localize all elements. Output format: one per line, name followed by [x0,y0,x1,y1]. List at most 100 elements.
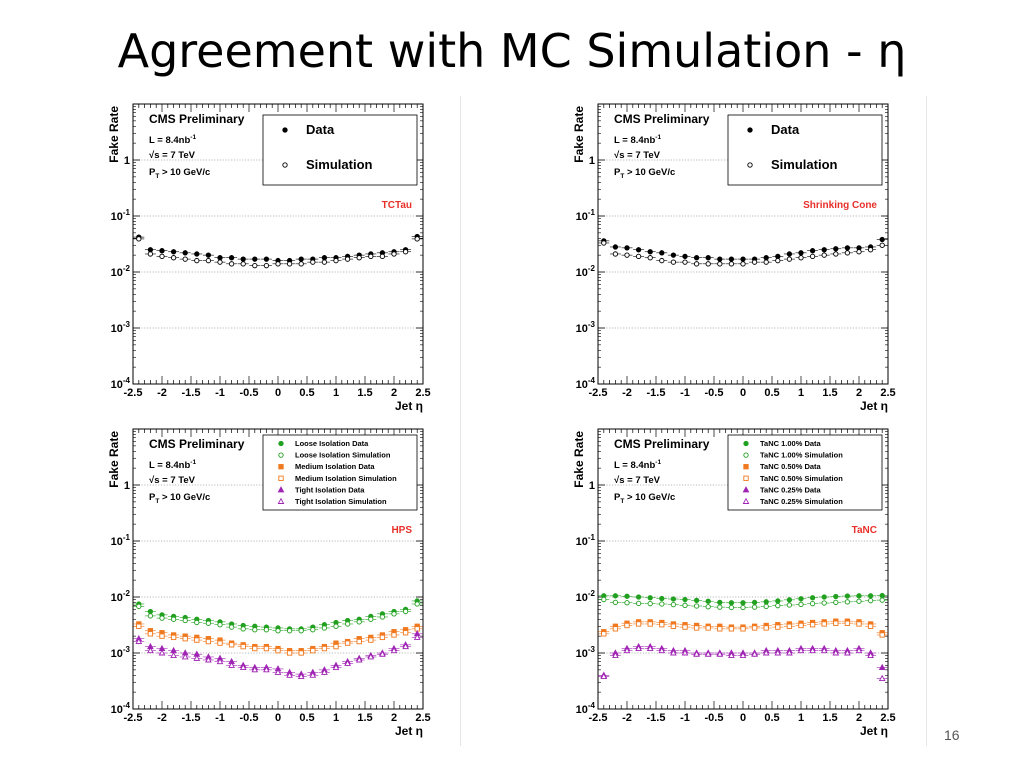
data-point [786,256,793,262]
y-tick-label: 10-2 [576,264,596,279]
data-point [263,666,270,673]
data-point [844,599,851,605]
data-point [217,640,223,646]
legend-label: Loose Isolation Data [295,439,369,448]
data-point [821,600,827,606]
data-point [647,255,653,261]
data-point [228,624,235,630]
data-point [136,623,142,629]
x-tick-label: 1 [798,387,804,399]
x-tick-label: -2.5 [124,712,143,724]
data-point [809,646,816,654]
pt-cut-label: PT > 10 GeV/c [614,167,675,180]
legend-box [262,434,418,511]
data-point [659,257,665,264]
data-point [844,250,851,256]
algorithm-label: HPS [391,525,412,536]
x-tick-label: 0 [275,387,281,399]
data-point [728,604,735,611]
series-tanc-0-50-simulation [598,620,888,638]
chart-tanc: 10-4 10-3 10-2 10-1 1 -2.5 -2 -1.5 -1 -0.5 0 0.5 1 1.… [572,428,896,738]
x-tick-label: -2 [157,387,167,399]
data-point [136,603,142,610]
data-point [147,608,154,615]
y-tick-label: 10-3 [576,645,596,660]
data-point [368,637,374,643]
slide-divider-left [460,96,461,746]
data-point [355,656,363,663]
data-point [298,261,304,267]
x-tick-label: 2.5 [880,387,895,399]
legend-marker [742,486,750,493]
legend-marker [278,452,284,458]
data-point [844,649,851,656]
data-point [740,604,746,611]
data-point [763,255,769,261]
legend-marker [743,452,749,458]
data-point [670,252,677,258]
data-point [682,602,688,608]
x-axis-title: Jet η [860,399,888,413]
series-loose-isolation-simulation [133,601,423,634]
data-point [601,631,607,637]
data-point [879,632,885,638]
data-point [786,623,793,629]
data-point [298,650,304,656]
data-point [682,596,688,603]
legend-marker [743,475,749,481]
data-point [228,661,235,668]
cms-preliminary-label: CMS Preliminary [149,437,245,451]
data-point [705,604,711,610]
data-point [159,248,165,254]
data-point [728,256,735,262]
x-tick-label: -1 [680,712,690,724]
legend-label: TaNC 0.50% Simulation [760,474,843,483]
data-point [286,628,293,634]
data-point [670,623,677,629]
data-point [670,602,677,608]
data-point [391,251,397,257]
y-tick-label: 10-1 [111,533,131,548]
plot-frame [597,103,889,385]
data-point [263,256,270,262]
x-tick-label: 2 [391,387,397,399]
data-point [798,601,804,607]
data-point [612,244,619,250]
data-point [879,592,885,599]
data-point [832,649,840,656]
data-point [682,624,688,630]
series-tanc-1-00-simulation [598,596,888,611]
data-point [181,653,189,660]
data-point [252,262,258,269]
data-point [624,622,630,629]
y-tick-label: 10-4 [111,376,131,391]
series-simulation [598,240,888,267]
data-point [879,236,885,243]
data-point [310,627,316,633]
data-point [705,261,711,267]
data-point [740,626,746,632]
data-point [693,255,700,261]
x-tick-label: -2 [157,712,167,724]
luminosity-label: L = 8.4nb-1 [149,134,196,146]
data-point [216,657,224,665]
data-point [159,633,165,639]
data-point [333,257,339,264]
data-point [809,253,816,260]
cms-preliminary-label: CMS Preliminary [614,437,710,451]
data-point [332,663,340,670]
data-point [775,603,781,609]
data-point [647,595,653,601]
x-tick-label: -1.5 [647,387,666,399]
chart-panel-tanc: 10-4 10-3 10-2 10-1 1 -2.5 -2 -1.5 -1 -0.5 0 0.5 1 1.… [570,425,900,745]
data-point [775,257,781,264]
legend-box [262,114,418,186]
x-tick-label: 0.5 [299,712,314,724]
legend-marker [277,486,285,493]
data-point [786,251,793,257]
slide-divider-right [926,96,927,746]
y-tick-label: 10-1 [576,208,596,223]
data-point [867,247,874,253]
data-point [286,671,293,678]
data-point [286,261,293,267]
